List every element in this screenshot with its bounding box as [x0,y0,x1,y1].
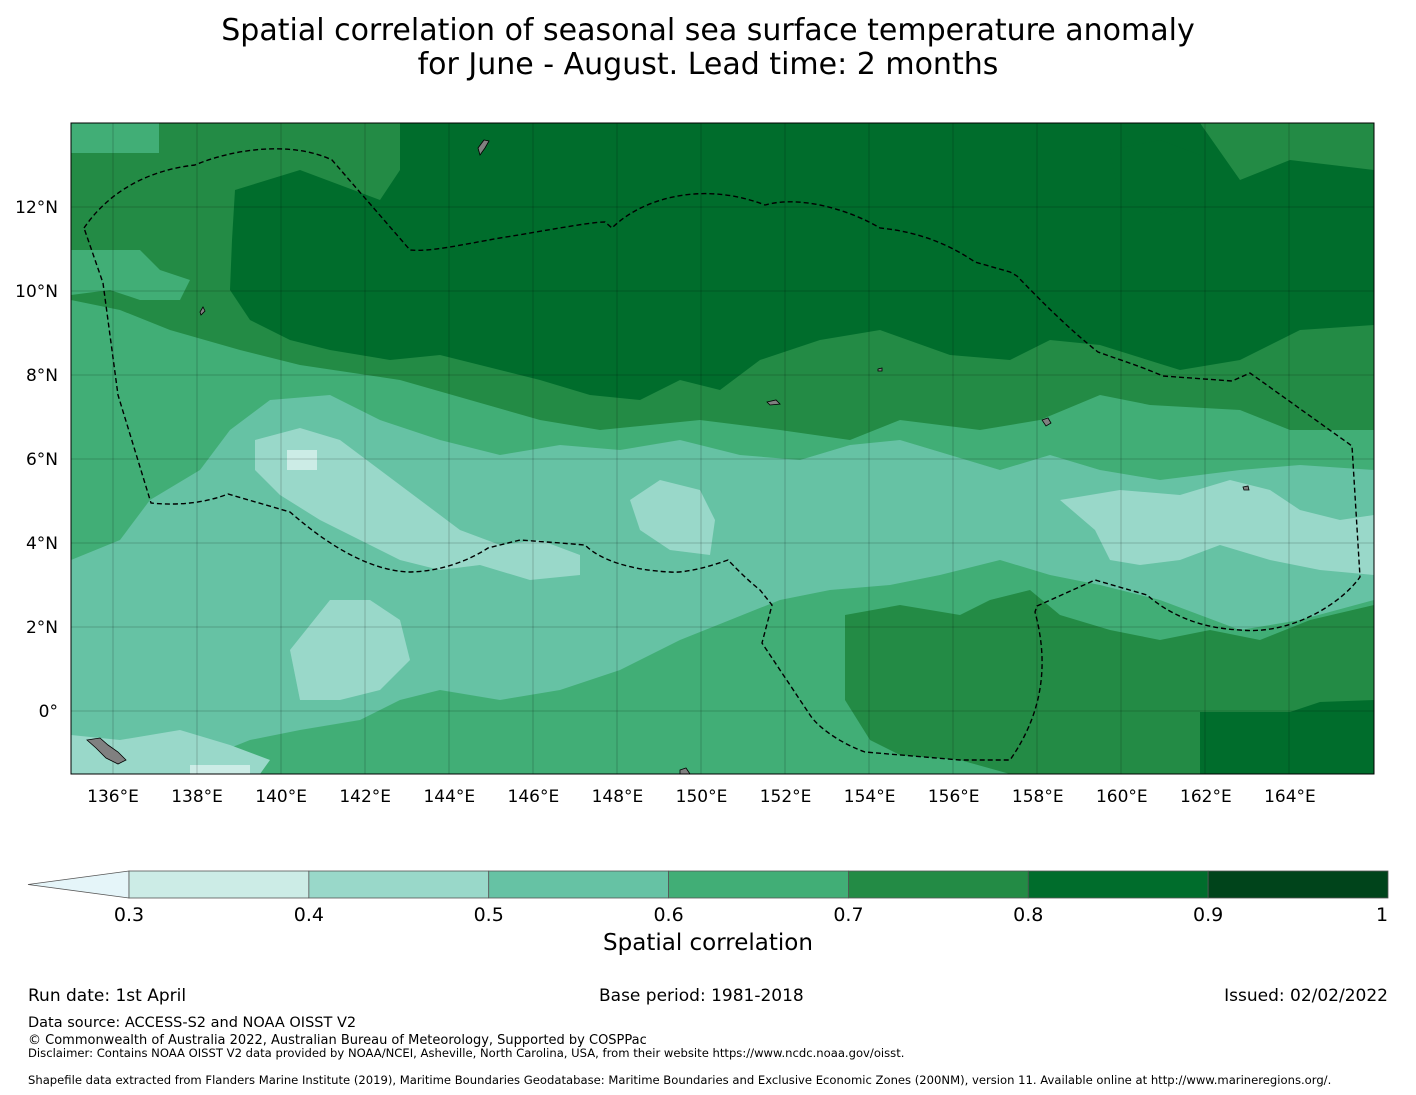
lon-tick-label: 164°E [1264,787,1316,807]
map-gridlines [71,123,1374,774]
lon-tick-label: 162°E [1180,787,1232,807]
lon-tick-label: 154°E [844,787,896,807]
data-source: Data source: ACCESS-S2 and NOAA OISST V2 [28,1015,357,1031]
island-pohnpei [1242,485,1250,491]
lon-tick-label: 138°E [171,787,223,807]
lat-tick-label: 8°N [26,366,58,386]
region-0.6-0.7-nw [71,123,159,153]
colorbar: 0.3 0.4 0.5 0.6 0.7 0.8 0.9 1 [0,860,1416,970]
base-period: Base period: 1981-2018 [599,986,804,1006]
colorbar-tick-label: 0.9 [1193,904,1223,926]
region-0.3-0.4-south [190,765,250,774]
region-0.6-0.7-west [71,250,190,300]
island-small-1 [877,367,883,372]
region-0.3-0.4-patch [287,450,317,470]
map-svg: 136°E 138°E 140°E 142°E 144°E 146°E 148°E 150°E… [15,122,1375,807]
colorbar-segment [128,870,310,899]
lon-tick-label: 148°E [592,787,644,807]
colorbar-segment [488,870,669,899]
colorbar-segment [668,870,849,899]
region-0.4-0.5-east [1060,480,1374,575]
lon-tick-label: 136°E [87,787,139,807]
lon-tick-label: 156°E [928,787,980,807]
colorbar-segment [1207,870,1389,899]
lon-tick-label: 158°E [1012,787,1064,807]
lon-tick-label: 140°E [255,787,307,807]
eez-boundary [83,148,1361,761]
colorbar-extend-triangle [27,870,130,899]
copyright: © Commonwealth of Australia 2022, Austra… [28,1033,647,1048]
lat-axis: 12°N 10°N 8°N 6°N 4°N 2°N 0° [15,198,58,722]
lon-tick-label: 144°E [423,787,475,807]
island-palau [86,737,127,765]
lat-tick-label: 4°N [26,534,58,554]
region-0.4-0.5-west [255,428,580,580]
region-0.8-0.9-north [230,123,1374,400]
region-0.8-0.9-ne [1110,140,1210,215]
lon-tick-label: 146°E [508,787,560,807]
chart-title: Spatial correlation of seasonal sea surf… [0,14,1416,82]
lat-tick-label: 2°N [26,618,58,638]
map-frame [70,122,1375,775]
lon-tick-label: 152°E [760,787,812,807]
colorbar-tick-label: 0.7 [833,904,863,926]
lat-tick-label: 10°N [15,282,58,302]
island-chuuk [766,399,781,406]
colorbar-tick-label: 0.5 [474,904,504,926]
lon-tick-label: 142°E [339,787,391,807]
colorbar-label: Spatial correlation [603,930,813,956]
issued-date: Issued: 02/02/2022 [1224,986,1388,1006]
region-0.8-0.9-southeast [1200,700,1374,774]
lat-tick-label: 0° [39,702,58,722]
colorbar-svg: 0.3 0.4 0.5 0.6 0.7 0.8 0.9 1 [27,870,1389,926]
colorbar-tick-label: 0.3 [114,904,144,926]
colorbar-tick-label: 0.8 [1013,904,1043,926]
land-masses [86,139,1250,775]
region-0.4-0.5-mid [630,480,715,555]
colorbar-segment [308,870,490,899]
lon-tick-label: 160°E [1096,787,1148,807]
disclaimer: Disclaimer: Contains NOAA OISST V2 data … [28,1046,905,1060]
colorbar-tick-label: 1 [1376,904,1388,926]
correlation-field [71,123,1374,774]
lat-tick-label: 12°N [15,198,58,218]
island-yap [199,306,206,316]
run-date: Run date: 1st April [28,986,187,1006]
island-kosrae [1041,417,1052,427]
lon-axis: 136°E 138°E 140°E 142°E 144°E 146°E 148°E 150°E… [87,787,1316,807]
shapefile-credit: Shapefile data extracted from Flanders M… [28,1073,1332,1087]
region-0.4-0.5-sw [290,600,410,700]
title-line-1: Spatial correlation of seasonal sea surf… [221,13,1195,48]
title-line-2: for June - August. Lead time: 2 months [417,47,999,82]
colorbar-segment [848,870,1029,899]
map-panel: 136°E 138°E 140°E 142°E 144°E 146°E 148°E 150°E… [15,122,1375,807]
region-0.5-0.6-sw2 [71,670,180,735]
colorbar-tick-label: 0.4 [294,904,324,926]
lat-tick-label: 6°N [26,450,58,470]
island-guam [477,139,490,156]
lon-tick-label: 150°E [676,787,728,807]
colorbar-segment [1027,870,1209,899]
colorbar-tick-label: 0.6 [653,904,683,926]
